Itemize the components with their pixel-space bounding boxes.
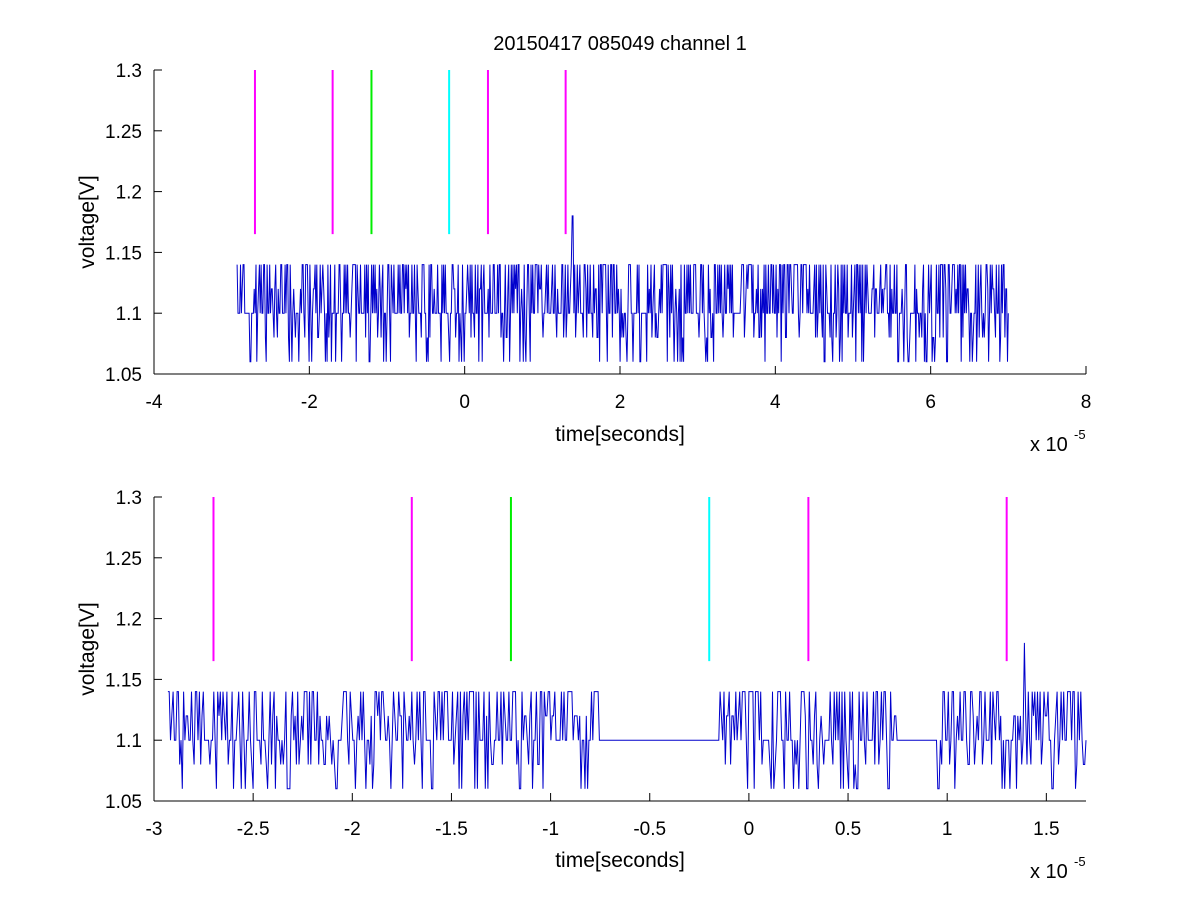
x-tick-label: -0.5	[633, 819, 666, 840]
x-tick-label: -2.5	[237, 819, 270, 840]
y-tick-label: 1.2	[116, 610, 142, 631]
chart-top: 20150417 085049 channel 1 -4 -2 0 2 4 6 8 1.05…	[76, 33, 1091, 456]
y-tick-label: 1.25	[105, 122, 142, 143]
y-tick-label: 1.25	[105, 549, 142, 570]
x-tick-label: -2	[344, 819, 361, 840]
y-tick-label: 1.05	[105, 792, 142, 813]
x-tick-label: -1.5	[435, 819, 468, 840]
x-tick-label: 1	[942, 819, 953, 840]
y-tick-label: 1.2	[116, 183, 142, 204]
noise-trace	[167, 642, 1087, 790]
noise-trace	[236, 215, 1009, 363]
x-exponent-power: -5	[1074, 427, 1086, 442]
x-tick-label: 0	[744, 819, 755, 840]
y-axis-label: voltage[V]	[76, 602, 99, 695]
x-tick-label: 1.5	[1033, 819, 1059, 840]
x-tick-label: 0	[459, 392, 470, 413]
y-tick-label: 1.15	[105, 243, 142, 264]
plot-area-bottom	[167, 497, 1087, 790]
y-tick-label: 1.1	[116, 731, 142, 752]
x-tick-label: -1	[542, 819, 559, 840]
x-tick-label: 4	[770, 392, 781, 413]
x-tick-label: -2	[301, 392, 318, 413]
y-tick-label: 1.1	[116, 304, 142, 325]
chart-title: 20150417 085049 channel 1	[493, 33, 747, 55]
x-tick-label: 2	[615, 392, 626, 413]
x-exponent-power: -5	[1074, 854, 1086, 869]
y-ticks-bottom: 1.05 1.1 1.15 1.2 1.25 1.3	[105, 488, 162, 813]
x-axis-label: time[seconds]	[555, 849, 685, 872]
y-tick-label: 1.05	[105, 365, 142, 386]
x-tick-label: 0.5	[835, 819, 861, 840]
y-tick-label: 1.3	[116, 488, 142, 509]
chart-bottom: -3 -2.5 -2 -1.5 -1 -0.5 0 0.5 1 1.5 1.051.11.151.…	[76, 488, 1087, 883]
x-tick-label: -3	[146, 819, 163, 840]
y-tick-label: 1.3	[116, 61, 142, 82]
x-ticks-bottom: -3 -2.5 -2 -1.5 -1 -0.5 0 0.5 1 1.5	[146, 793, 1060, 840]
y-tick-label: 1.15	[105, 670, 142, 691]
y-axis-label: voltage[V]	[76, 175, 99, 268]
plot-area-top	[236, 70, 1009, 363]
x-tick-label: -4	[146, 392, 163, 413]
x-exponent-label: x 10	[1030, 861, 1068, 883]
x-tick-label: 6	[925, 392, 936, 413]
x-axis-label: time[seconds]	[555, 423, 685, 446]
y-ticks-top: 1.05 1.1 1.15 1.2 1.25 1.3	[105, 61, 162, 386]
x-ticks-top: -4 -2 0 2 4 6 8	[146, 366, 1092, 413]
x-exponent-label: x 10	[1030, 434, 1068, 456]
x-tick-label: 8	[1081, 392, 1092, 413]
